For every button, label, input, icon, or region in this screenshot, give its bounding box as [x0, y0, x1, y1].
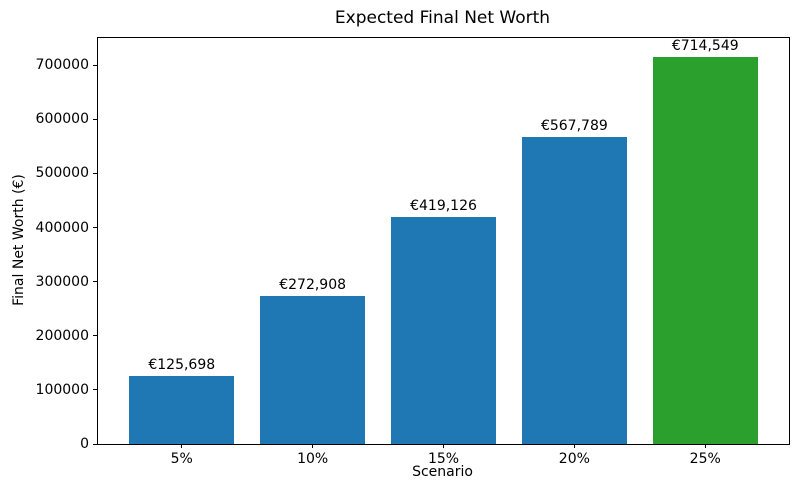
- y-tick-label: 400000: [35, 219, 89, 236]
- y-tick-mark: [93, 227, 97, 229]
- x-tick-label: 15%: [427, 451, 460, 467]
- y-tick-label: 300000: [35, 273, 89, 290]
- x-tick-mark: [312, 444, 314, 448]
- bar-value-label: €419,126: [410, 198, 477, 215]
- x-tick-label: 20%: [558, 451, 590, 467]
- x-tick-mark: [704, 444, 706, 448]
- bar-20%: [522, 136, 627, 444]
- y-tick-label: 600000: [35, 111, 89, 128]
- y-tick-mark: [93, 389, 97, 391]
- y-tick-label: 200000: [35, 327, 89, 344]
- bar-5%: [129, 375, 235, 444]
- plot-area: 0 100000 200000 300000 400000 500000 600000 700…: [36, 37, 790, 467]
- y-tick-mark: [93, 335, 97, 337]
- y-tick-mark: [93, 64, 97, 66]
- x-tick-mark: [573, 444, 575, 448]
- bar-10%: [260, 296, 365, 444]
- bar-value-label: €567,789: [540, 117, 608, 134]
- x-tick-mark: [181, 444, 183, 448]
- y-tick-mark: [93, 443, 97, 445]
- x-tick-label: 25%: [689, 451, 721, 467]
- bar-value-label: €125,698: [148, 356, 216, 373]
- bar-value-label: €714,549: [671, 38, 739, 55]
- y-tick-label: 100000: [35, 381, 89, 398]
- y-tick-label: 0: [80, 436, 89, 452]
- x-tick-label: 5%: [170, 451, 193, 467]
- bar-value-label: €272,908: [279, 277, 347, 294]
- y-tick-label: 500000: [35, 165, 89, 182]
- y-tick-mark: [93, 172, 97, 174]
- x-tick-mark: [443, 444, 444, 448]
- x-axis-label: Scenario: [412, 464, 473, 480]
- chart-title: Expected Final Net Worth: [334, 8, 551, 28]
- y-tick-mark: [93, 281, 97, 283]
- x-tick-label: 10%: [297, 451, 329, 467]
- bar-25%: [652, 57, 758, 444]
- y-tick-mark: [93, 118, 97, 120]
- y-tick-label: 700000: [35, 57, 89, 74]
- bar-15%: [391, 217, 496, 444]
